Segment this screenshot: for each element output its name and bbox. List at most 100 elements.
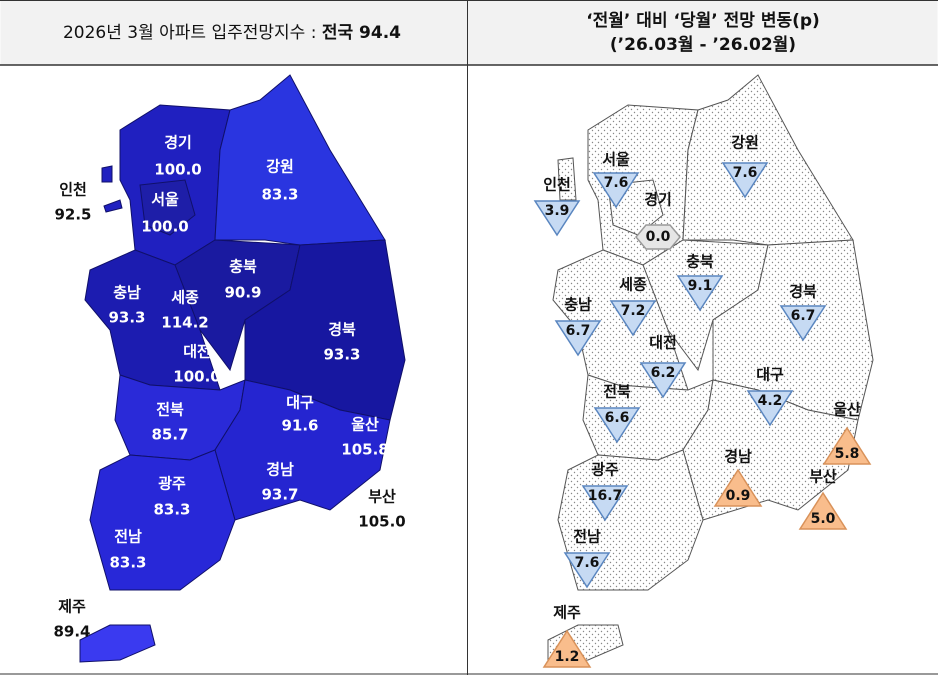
region-name: 경남 xyxy=(266,461,294,479)
left-header-bold: 전국 94.4 xyxy=(322,23,401,43)
region-change: 16.7 xyxy=(588,488,623,504)
region-name: 전북 xyxy=(156,401,184,419)
region-name: 광주 xyxy=(158,475,186,493)
region-name: 강원 xyxy=(266,158,294,176)
region-name: 세종 xyxy=(619,276,647,294)
region-name: 충북 xyxy=(229,258,257,276)
region-name: 서울 xyxy=(602,151,630,169)
change-marker xyxy=(533,200,581,237)
region-shape xyxy=(214,379,391,521)
region-value: 100.0 xyxy=(154,161,201,179)
region-change: 4.2 xyxy=(758,393,783,409)
region-value: 105.8 xyxy=(341,441,388,459)
region-name: 울산 xyxy=(351,416,379,434)
region-change: 6.7 xyxy=(791,308,816,324)
region-change: 6.2 xyxy=(651,365,676,381)
region-value: 100.0 xyxy=(141,218,188,236)
change-marker xyxy=(563,552,611,589)
change-marker xyxy=(635,224,681,250)
region-change: 0.0 xyxy=(646,229,671,245)
region-value: 100.0 xyxy=(173,368,220,386)
right-header-line1: ‘전월’ 대비 ‘당월’ 전망 변동(p) xyxy=(586,11,820,31)
region-name: 대구 xyxy=(286,394,314,412)
region-name: 인천 xyxy=(543,176,571,194)
region-name: 충북 xyxy=(686,253,714,271)
region-change: 5.8 xyxy=(835,446,860,462)
region-name: 울산 xyxy=(833,401,861,419)
change-marker xyxy=(542,629,592,668)
left-header: 2026년 3월 아파트 입주전망지수 : 전국 94.4 xyxy=(63,23,401,43)
region-shape xyxy=(101,165,113,183)
region-value: 85.7 xyxy=(151,426,188,444)
left-map xyxy=(79,74,406,663)
region-change: 6.6 xyxy=(605,410,630,426)
change-marker xyxy=(639,362,687,399)
region-value: 83.3 xyxy=(261,186,298,204)
region-name: 경남 xyxy=(724,448,752,466)
change-marker xyxy=(779,305,827,342)
right-map xyxy=(547,74,874,663)
region-name: 충남 xyxy=(113,284,141,302)
header-bg xyxy=(0,0,938,65)
region-value: 93.7 xyxy=(261,486,298,504)
region-value: 89.4 xyxy=(53,623,90,641)
region-shape xyxy=(682,74,854,246)
region-name: 인천 xyxy=(59,181,87,199)
region-change: 9.1 xyxy=(688,278,713,294)
region-shape xyxy=(682,379,859,521)
region-value: 114.2 xyxy=(161,314,208,332)
region-name: 세종 xyxy=(171,289,199,307)
region-value: 90.9 xyxy=(224,284,261,302)
labels: 경기 100.0 서울 100.0 인천 92.5 강원 83.3 충북 90.9 충남 93.3 세종… xyxy=(53,134,872,668)
region-value: 92.5 xyxy=(54,206,91,224)
region-change: 7.6 xyxy=(575,555,600,571)
region-name: 전북 xyxy=(603,383,631,401)
change-marker xyxy=(822,426,872,465)
region-shape xyxy=(557,157,577,201)
change-marker xyxy=(713,468,763,507)
region-change: 7.2 xyxy=(621,303,646,319)
change-marker xyxy=(592,172,640,209)
region-name: 충남 xyxy=(564,296,592,314)
change-marker xyxy=(593,407,641,444)
change-marker xyxy=(554,320,602,357)
region-change: 6.7 xyxy=(566,323,591,339)
change-marker xyxy=(746,390,794,427)
region-name: 전남 xyxy=(114,528,142,546)
region-name: 경기 xyxy=(644,191,672,209)
region-shape xyxy=(214,74,386,246)
right-header-line2: (’26.03월 - ’26.02월) xyxy=(610,35,796,55)
change-marker xyxy=(798,491,848,530)
region-name: 경기 xyxy=(164,134,192,152)
region-name: 제주 xyxy=(58,598,86,616)
region-name: 부산 xyxy=(368,488,396,506)
change-marker xyxy=(676,275,724,312)
region-name: 대전 xyxy=(183,343,211,361)
change-marker xyxy=(721,162,769,199)
region-change: 3.9 xyxy=(545,203,570,219)
region-name: 전남 xyxy=(573,528,601,546)
region-value: 93.3 xyxy=(323,346,360,364)
region-value: 93.3 xyxy=(108,309,145,327)
left-header-text: 2026년 3월 아파트 입주전망지수 : xyxy=(63,23,322,43)
region-value: 105.0 xyxy=(358,513,405,531)
region-shape xyxy=(103,199,123,213)
region-name: 제주 xyxy=(553,604,581,622)
region-name: 서울 xyxy=(151,191,179,209)
region-change: 7.6 xyxy=(604,175,629,191)
region-name: 경북 xyxy=(789,283,817,301)
region-value: 83.3 xyxy=(153,501,190,519)
change-marker xyxy=(581,485,629,522)
region-change: 1.2 xyxy=(555,649,580,665)
region-shape xyxy=(89,449,236,591)
region-change: 7.6 xyxy=(733,165,758,181)
region-change: 5.0 xyxy=(811,511,836,527)
region-name: 부산 xyxy=(809,468,837,486)
region-name: 경북 xyxy=(328,321,356,339)
region-name: 광주 xyxy=(591,461,619,479)
region-change: 0.9 xyxy=(726,488,751,504)
region-shape xyxy=(79,624,156,663)
region-shape xyxy=(139,179,196,236)
region-value: 83.3 xyxy=(109,554,146,572)
